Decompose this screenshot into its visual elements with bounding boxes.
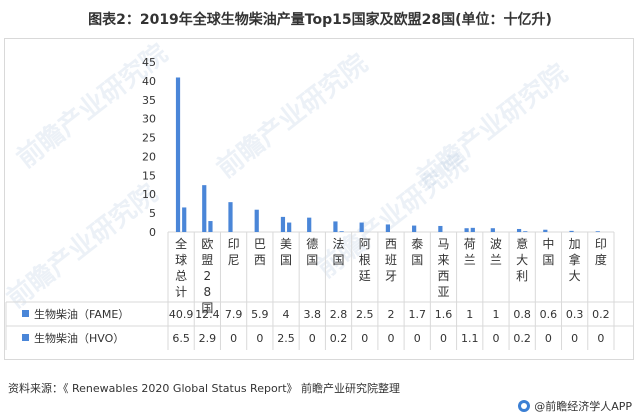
bar-fame-5 (307, 217, 312, 232)
y-tick-label: 30 (142, 113, 156, 126)
legend-label-fame: 生物柴油（FAME） (34, 307, 129, 321)
x-tick-label: 阿根廷 (359, 237, 371, 283)
brand-text: @前瞻经济学人APP (534, 400, 632, 413)
data-label: 0 (414, 332, 421, 345)
x-tick-label: 印尼 (228, 237, 240, 267)
y-tick-label: 20 (142, 150, 156, 163)
data-label: 12.4 (195, 308, 220, 321)
legend-label-hvo: 生物柴油（HVO） (34, 331, 124, 345)
data-label: 0 (230, 332, 237, 345)
bar-fame-1 (202, 185, 207, 232)
x-tick-label: 波兰 (490, 237, 502, 267)
data-label: 2.5 (277, 332, 295, 345)
x-tick-label: 法国 (333, 237, 345, 267)
bar-fame-3 (254, 209, 259, 232)
x-tick-label: 美国 (280, 237, 292, 267)
data-label: 0 (361, 332, 368, 345)
x-tick-label: 加拿大 (569, 237, 581, 283)
data-label: 0.8 (513, 308, 531, 321)
data-label: 1.7 (408, 308, 426, 321)
bar-hvo-0 (182, 207, 187, 232)
data-label: 2.9 (199, 332, 217, 345)
data-label: 2.5 (356, 308, 374, 321)
bar-fame-12 (490, 228, 495, 232)
bar-hvo-1 (208, 221, 213, 232)
bar-fame-8 (385, 224, 390, 232)
x-tick-label: 巴西 (254, 237, 266, 267)
data-label: 3.8 (304, 308, 322, 321)
bar-fame-4 (280, 216, 286, 232)
x-tick-label: 德国 (306, 236, 318, 267)
y-tick-label: 0 (149, 226, 156, 239)
data-label: 0 (309, 332, 316, 345)
bar-fame-14 (543, 229, 548, 232)
data-label: 0 (388, 332, 395, 345)
data-label: 0 (256, 332, 263, 345)
x-tick-label: 荷兰 (464, 237, 476, 267)
data-label: 5.9 (251, 308, 269, 321)
data-label: 0.2 (592, 308, 610, 321)
legend-swatch-fame (22, 310, 29, 317)
bar-fame-9 (412, 225, 417, 232)
bar-hvo-6 (339, 231, 344, 232)
chart-title: 图表2：2019年全球生物柴油产量Top15国家及欧盟28国(单位：十亿升) (88, 12, 552, 28)
data-label: 1 (492, 308, 499, 321)
data-label: 0 (571, 332, 578, 345)
x-tick-label: 印度 (595, 237, 607, 267)
x-tick-label: 全球总计 (175, 236, 187, 299)
y-tick-label: 35 (142, 94, 156, 107)
data-label: 1.6 (435, 308, 453, 321)
bar-fame-15 (569, 230, 574, 232)
data-label: 4 (283, 308, 290, 321)
data-label: 0 (440, 332, 447, 345)
data-label: 0.6 (540, 308, 558, 321)
x-tick-label: 中国 (542, 236, 554, 267)
bar-fame-2 (228, 202, 233, 232)
bar-fame-10 (438, 225, 443, 232)
data-label: 7.9 (225, 308, 243, 321)
data-label: 1 (466, 308, 473, 321)
bar-hvo-4 (287, 222, 292, 232)
chart-frame (4, 38, 634, 360)
y-tick-label: 40 (142, 75, 156, 88)
x-tick-label: 马来西亚 (437, 237, 449, 299)
brand-logo: @前瞻经济学人APP (518, 398, 632, 414)
data-label: 6.5 (172, 332, 190, 345)
bar-fame-6 (333, 221, 338, 232)
source-note: 资料来源：《 Renewables 2020 Global Status Rep… (8, 382, 401, 395)
y-tick-label: 25 (142, 132, 156, 145)
bar-fame-11 (464, 228, 469, 232)
data-label: 0.2 (330, 332, 348, 345)
data-label: 0 (492, 332, 499, 345)
y-tick-label: 10 (142, 188, 156, 201)
bar-hvo-13 (523, 231, 528, 232)
y-tick-label: 15 (142, 169, 156, 182)
x-tick-label: 西班牙 (385, 237, 397, 283)
data-label: 2.8 (330, 308, 348, 321)
bar-fame-7 (359, 222, 364, 232)
data-label: 40.9 (169, 308, 194, 321)
bar-fame-0 (175, 77, 181, 232)
data-label: 0 (545, 332, 552, 345)
x-tick-label: 泰国 (411, 237, 423, 267)
x-tick-label: 意大利 (516, 236, 528, 283)
data-label: 0.2 (513, 332, 531, 345)
x-tick-label: 欧盟 2 8 国 (201, 237, 213, 315)
y-tick-label: 45 (142, 56, 156, 69)
bar-hvo-11 (470, 227, 475, 232)
brand-logo-icon (518, 400, 531, 412)
bar-fame-16 (595, 231, 600, 232)
data-label: 1.1 (461, 332, 479, 345)
legend-swatch-hvo (22, 334, 29, 341)
data-label: 2 (388, 308, 395, 321)
data-label: 0.3 (566, 308, 584, 321)
bar-fame-13 (516, 228, 522, 232)
data-label: 0 (597, 332, 604, 345)
y-tick-label: 5 (149, 207, 156, 220)
